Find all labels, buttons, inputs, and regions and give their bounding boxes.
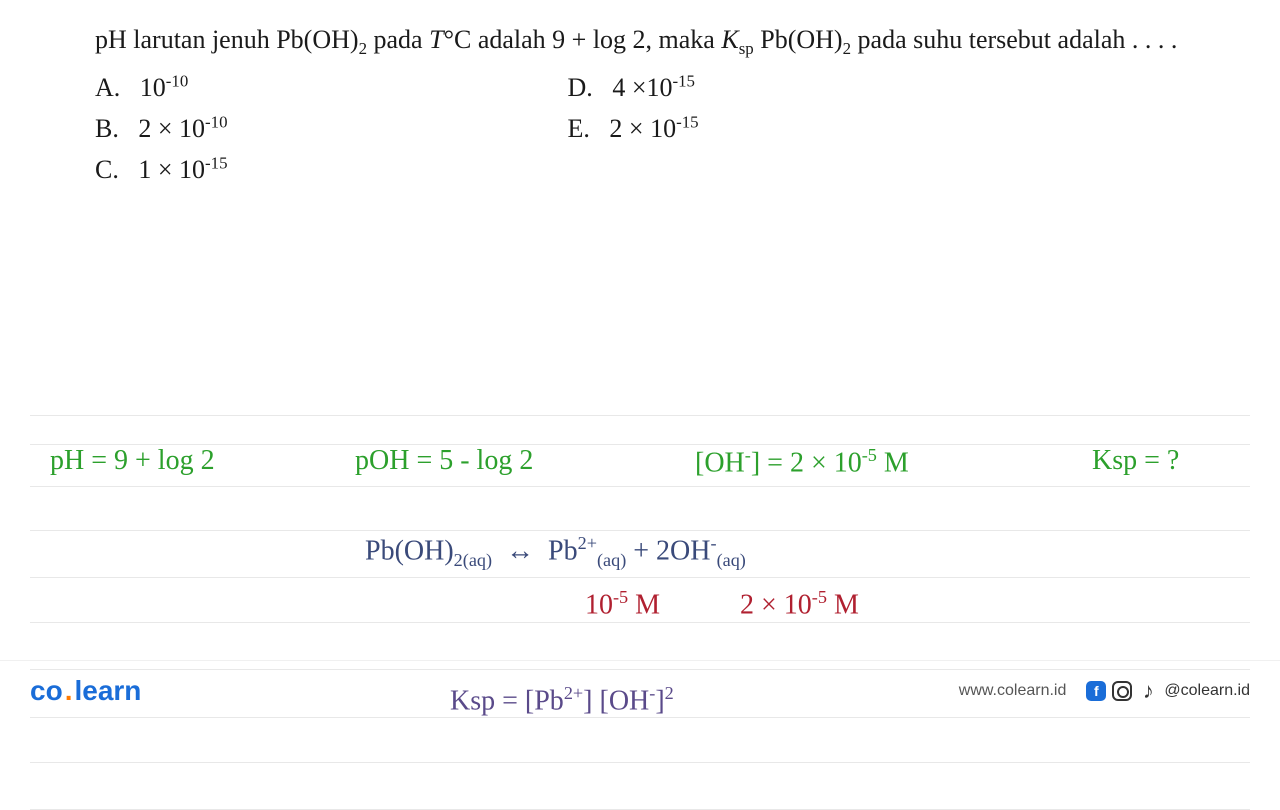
footer-right: www.colearn.id f ♪ @colearn.id [959, 681, 1250, 701]
q-part1: pH larutan jenuh Pb(OH) [95, 25, 359, 54]
work-poh: pOH = 5 - log 2 [355, 445, 533, 477]
options-col-left: A. 10-10 B. 2 × 10-10 C. 1 × 10-15 [95, 68, 228, 189]
ruled-line [30, 622, 1250, 623]
brand-logo: co.learn [30, 675, 141, 707]
social-handle: @colearn.id [1164, 682, 1250, 700]
work-equation: Pb(OH)2(aq) ↔ Pb2+(aq) + 2OH-(aq) [365, 533, 746, 571]
ruled-line [30, 530, 1250, 531]
option-d: D. 4 ×10-15 [568, 68, 699, 107]
work-conc-1: 10-5 M [585, 587, 660, 621]
work-oh: [OH-] = 2 × 10-5 M [695, 445, 909, 479]
option-c: C. 1 × 10-15 [95, 150, 228, 189]
q-sub2: 2 [359, 39, 367, 58]
work-ksp-q: Ksp = ? [1092, 445, 1179, 477]
option-e: E. 2 × 10-15 [568, 109, 699, 148]
work-conc-2: 2 × 10-5 M [740, 587, 859, 621]
ruled-line [30, 762, 1250, 763]
ruled-line [30, 486, 1250, 487]
ruled-line [30, 415, 1250, 416]
option-a: A. 10-10 [95, 68, 228, 107]
q-part2: pada [367, 25, 429, 54]
social-group: f ♪ @colearn.id [1086, 681, 1250, 701]
option-b: B. 2 × 10-10 [95, 109, 228, 148]
footer-url: www.colearn.id [959, 682, 1067, 700]
work-ph: pH = 9 + log 2 [50, 445, 215, 477]
q-ksp-sub: sp [739, 39, 754, 58]
q-sub2b: 2 [843, 39, 851, 58]
ruled-line [30, 809, 1250, 810]
logo-co: co [30, 675, 63, 706]
facebook-icon: f [1086, 681, 1106, 701]
logo-dot-icon: . [65, 675, 73, 706]
tiktok-icon: ♪ [1138, 681, 1158, 701]
logo-learn: learn [74, 675, 141, 706]
question-area: pH larutan jenuh Pb(OH)2 pada T°C adalah… [0, 0, 1280, 199]
options-col-right: D. 4 ×10-15 E. 2 × 10-15 [568, 68, 699, 189]
options-row: A. 10-10 B. 2 × 10-10 C. 1 × 10-15 D. 4 … [95, 68, 1185, 189]
q-temp: T [429, 25, 443, 54]
q-part5: pada suhu tersebut adalah . . . . [851, 25, 1177, 54]
question-text: pH larutan jenuh Pb(OH)2 pada T°C adalah… [95, 20, 1185, 62]
instagram-icon [1112, 681, 1132, 701]
footer: co.learn www.colearn.id f ♪ @colearn.id [0, 660, 1280, 720]
q-ksp: K [721, 25, 738, 54]
ruled-line [30, 577, 1250, 578]
q-part3: °C adalah 9 + log 2, maka [444, 25, 722, 54]
q-part4: Pb(OH) [754, 25, 843, 54]
